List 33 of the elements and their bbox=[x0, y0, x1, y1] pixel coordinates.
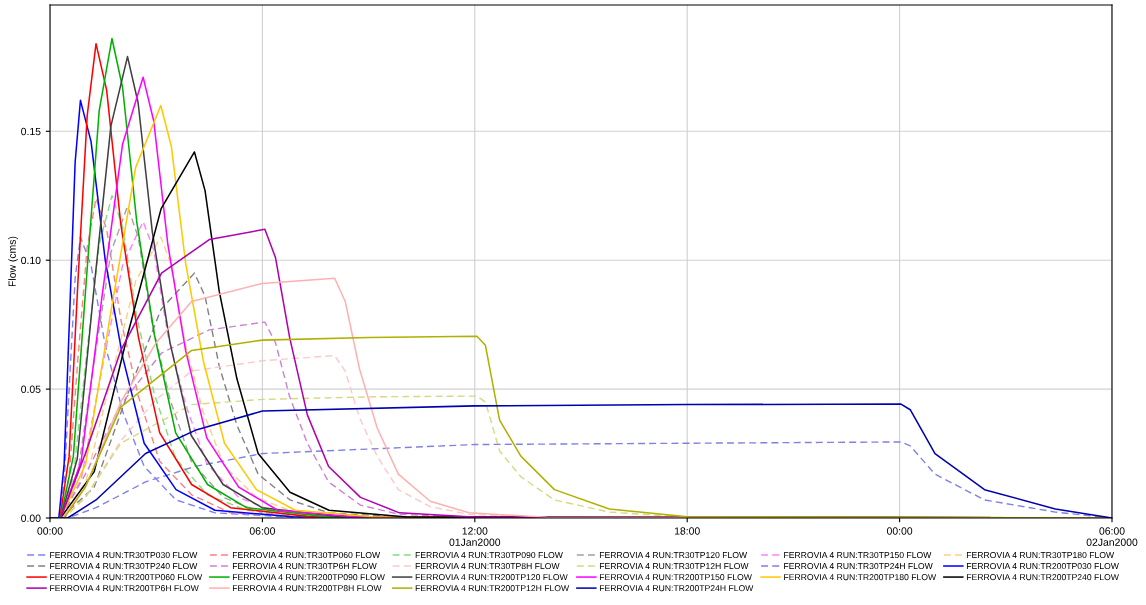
y-tick-label: 0.10 bbox=[21, 256, 41, 265]
legend-label: FERROVIA 4 RUN:TR200TP24H FLOW bbox=[599, 585, 754, 592]
x-tick-label: 00:00 bbox=[37, 527, 63, 535]
legend-label: FERROVIA 4 RUN:TR30TP180 FLOW bbox=[966, 551, 1115, 559]
x-tick-label: 06:00 02Jan2000 bbox=[1086, 527, 1138, 546]
legend-label: FERROVIA 4 RUN:TR200TP090 FLOW bbox=[232, 574, 385, 581]
legend-label: FERROVIA 4 RUN:TR30TP12H FLOW bbox=[599, 563, 749, 570]
y-axis-title: Flow (cms) bbox=[8, 236, 18, 287]
legend-label: FERROVIA 4 RUN:TR200TP6H FLOW bbox=[50, 585, 199, 592]
legend-label: FERROVIA 4 RUN:TR200TP8H FLOW bbox=[232, 585, 382, 592]
legend-label: FERROVIA 4 RUN:TR200TP150 FLOW bbox=[599, 574, 752, 581]
legend-label: FERROVIA 4 RUN:TR30TP8H FLOW bbox=[415, 563, 560, 570]
legend-label: FERROVIA 4 RUN:TR200TP030 FLOW bbox=[966, 563, 1119, 570]
legend-label: FERROVIA 4 RUN:TR30TP150 FLOW bbox=[784, 551, 932, 559]
x-tick-label: 06:00 bbox=[249, 527, 276, 535]
legend-label: FERROVIA 4 RUN:TR200TP240 FLOW bbox=[966, 574, 1119, 581]
legend-label: FERROVIA 4 RUN:TR30TP030 FLOW bbox=[50, 551, 198, 559]
x-tick-label: 18:00 bbox=[674, 527, 700, 535]
y-tick-label: 0.05 bbox=[21, 385, 41, 393]
legend-label: FERROVIA 4 RUN:TR200TP12H FLOW bbox=[415, 585, 570, 592]
legend-label: FERROVIA 4 RUN:TR30TP060 FLOW bbox=[232, 551, 381, 559]
legend-label: FERROVIA 4 RUN:TR30TP090 FLOW bbox=[415, 551, 563, 559]
legend-label: FERROVIA 4 RUN:TR30TP24H FLOW bbox=[784, 563, 933, 570]
legend-label: FERROVIA 4 RUN:TR200TP180 FLOW bbox=[784, 574, 937, 581]
legend-label: FERROVIA 4 RUN:TR30TP240 FLOW bbox=[50, 563, 198, 570]
legend-label: FERROVIA 4 RUN:TR200TP120 FLOW bbox=[415, 574, 568, 581]
y-tick-label: 0.00 bbox=[21, 514, 41, 522]
y-tick-label: 0.15 bbox=[21, 127, 41, 136]
legend-label: FERROVIA 4 RUN:TR200TP060 FLOW bbox=[50, 574, 203, 581]
x-tick-label: 00:00 bbox=[886, 527, 913, 535]
legend-label: FERROVIA 4 RUN:TR30TP120 FLOW bbox=[599, 551, 748, 559]
x-tick-label: 12:00 01Jan2000 bbox=[449, 527, 501, 546]
legend-label: FERROVIA 4 RUN:TR30TP6H FLOW bbox=[232, 563, 377, 570]
